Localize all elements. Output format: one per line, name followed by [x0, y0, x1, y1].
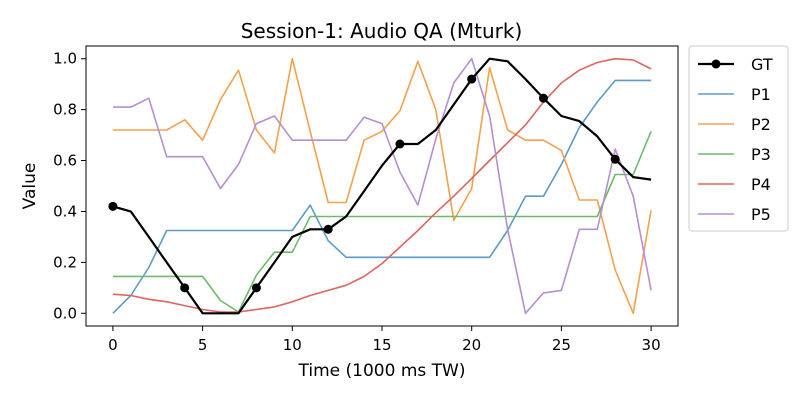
series-line-gt [112, 57, 652, 315]
x-tick-label: 20 [462, 336, 481, 354]
series-marker-gt [395, 139, 405, 149]
series-line-p4 [112, 57, 652, 313]
y-axis: 0.0 0.2 0.4 0.6 0.8 1.0 [53, 50, 86, 322]
x-axis: 0 5 10 15 20 25 30 [108, 326, 661, 354]
legend-label-p5: P5 [751, 205, 771, 224]
series-marker-gt [538, 93, 548, 103]
plot-lines [108, 57, 652, 315]
x-tick-label: 0 [108, 336, 118, 354]
x-tick-label: 30 [642, 336, 661, 354]
y-tick-label: 0.4 [53, 202, 77, 220]
x-tick-label: 10 [283, 336, 302, 354]
y-tick-label: 0.0 [53, 304, 77, 322]
series-marker-gt [251, 283, 261, 293]
series-line-p2 [112, 57, 652, 315]
series-line-p1 [112, 79, 652, 314]
y-tick-label: 0.6 [53, 152, 77, 170]
y-tick-label: 0.8 [53, 101, 77, 119]
series-line-p5 [112, 57, 652, 315]
y-axis-label: Value [20, 163, 40, 210]
y-tick-label: 0.2 [53, 253, 77, 271]
legend-label-p3: P3 [751, 145, 771, 164]
x-axis-label: Time (1000 ms TW) [298, 361, 466, 381]
x-tick-label: 5 [198, 336, 208, 354]
series-marker-gt [108, 201, 118, 211]
y-tick-label: 1.0 [53, 50, 77, 68]
legend-frame [688, 45, 789, 232]
legend: GT P1 P2 P3 P4 P5 [688, 45, 789, 232]
series-marker-gt [467, 74, 477, 84]
series-marker-gt [610, 154, 620, 164]
legend-marker-gt [711, 59, 721, 69]
x-tick-label: 15 [372, 336, 391, 354]
series-marker-gt [323, 224, 333, 234]
legend-label-p1: P1 [751, 85, 771, 104]
legend-label-p2: P2 [751, 115, 771, 134]
x-tick-label: 25 [552, 336, 571, 354]
chart-title: Session-1: Audio QA (Mturk) [241, 19, 523, 43]
legend-label-gt: GT [751, 55, 773, 74]
series-line-p3 [112, 130, 652, 313]
legend-label-p4: P4 [751, 175, 771, 194]
series-marker-gt [180, 283, 190, 293]
plot-frame [85, 45, 679, 327]
